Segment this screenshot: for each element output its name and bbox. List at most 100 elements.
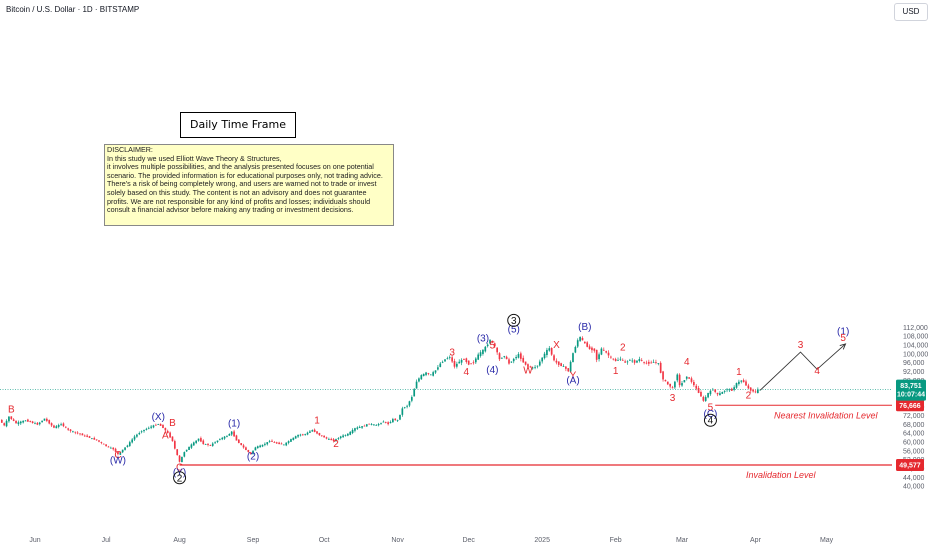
candle-body — [550, 347, 553, 355]
projection-arrowhead — [839, 343, 847, 350]
candle-body — [292, 437, 295, 440]
candle-body — [93, 437, 96, 440]
candle-body — [610, 356, 612, 358]
candle-body — [346, 433, 349, 436]
candle-body — [190, 444, 193, 448]
candle-body — [683, 380, 686, 383]
candle-body — [102, 443, 105, 445]
price-tick-label: 72,000 — [903, 413, 925, 420]
candle-body — [695, 385, 698, 389]
candle-body — [633, 360, 636, 363]
candle-body — [204, 444, 207, 445]
date-tick-label: Sep — [247, 537, 260, 544]
candle-body — [50, 423, 53, 426]
currency-button[interactable]: USD — [894, 3, 928, 21]
candle-body — [747, 385, 750, 389]
wave-label: 3 — [670, 393, 676, 404]
candle-body — [605, 351, 608, 353]
date-tick-label: Dec — [462, 537, 475, 544]
candle-body — [3, 423, 6, 426]
candle-body — [195, 440, 198, 443]
candle-body — [228, 433, 231, 436]
wave-label: 1 — [314, 415, 320, 426]
price-tick-label: 56,000 — [903, 448, 925, 455]
candle-body — [290, 439, 292, 442]
candle-body — [565, 366, 567, 369]
candle-body — [543, 353, 546, 359]
candle-body — [19, 421, 22, 424]
candle-body — [527, 364, 529, 367]
candle-body — [406, 405, 408, 407]
candle-body — [15, 420, 17, 424]
disclaimer-line: In this study we used Elliott Wave Theor… — [107, 153, 282, 163]
candle-body — [733, 387, 735, 390]
candle-body — [524, 361, 527, 365]
candle-body — [681, 383, 683, 386]
candle-body — [128, 442, 131, 446]
candle-body — [619, 358, 622, 360]
candle-body — [664, 379, 667, 382]
candle-body — [711, 389, 714, 391]
candle-body — [460, 359, 463, 363]
candle-body — [169, 432, 171, 438]
wave-label: (2) — [247, 452, 259, 463]
price-tick-label: 92,000 — [903, 369, 925, 376]
candle-body — [512, 358, 515, 362]
time-axis[interactable]: Jun Jul Aug Sep Oct Nov Dec 2025 Feb Mar Apr May — [29, 537, 833, 544]
candle-body — [145, 428, 148, 430]
disclaimer-line: scenario. The provided information is fo… — [107, 170, 383, 180]
candle-body — [12, 419, 15, 421]
candle-body — [105, 444, 107, 447]
wave-label: (3) — [477, 333, 489, 344]
candle-body — [178, 455, 181, 462]
date-tick-label: May — [820, 537, 834, 544]
candle-body — [43, 418, 46, 421]
invalidation-labels: Nearest Invalidation Level Invalidation L… — [746, 410, 879, 480]
candle-body — [448, 357, 451, 359]
candle-body — [491, 340, 494, 343]
candle-body — [287, 441, 290, 443]
candle-body — [301, 434, 304, 436]
candle-body — [185, 449, 188, 452]
candle-body — [721, 392, 724, 394]
candle-body — [690, 378, 693, 382]
candle-body — [636, 360, 638, 363]
candle-body — [55, 426, 58, 429]
candle-body — [501, 357, 503, 359]
candle-body — [377, 424, 380, 426]
candle-body — [425, 372, 427, 375]
candle-body — [474, 358, 477, 363]
wave-label: 2 — [177, 473, 183, 484]
candle-body — [742, 380, 745, 383]
candle-body — [147, 427, 150, 429]
candle-body — [306, 432, 309, 435]
candle-body — [278, 442, 280, 445]
candle-body — [574, 346, 577, 353]
candle-body — [650, 362, 653, 364]
date-tick-label: Jun — [29, 537, 40, 544]
candle-body — [662, 371, 664, 380]
candle-body — [266, 442, 269, 445]
candle-body — [666, 381, 669, 385]
invalidation-price-tag — [896, 399, 924, 412]
candle-body — [249, 452, 252, 454]
price-tick-label: 112,000 — [903, 325, 928, 332]
candle-body — [427, 373, 430, 374]
candle-body — [342, 435, 344, 438]
candle-body — [401, 408, 404, 415]
candle-body — [91, 438, 93, 440]
candle-body — [520, 353, 522, 359]
candle-body — [714, 389, 717, 392]
candle-body — [678, 374, 681, 386]
candle-body — [719, 393, 721, 396]
disclaimer-box: DISCLAIMER: In this study we used Elliot… — [104, 144, 394, 226]
candle-body — [626, 361, 629, 363]
wave-label: 4 — [708, 416, 714, 427]
candle-body — [349, 431, 352, 435]
candle-body — [138, 433, 141, 435]
candle-body — [109, 447, 112, 449]
candle-body — [36, 422, 39, 425]
date-tick-label: Oct — [319, 537, 330, 544]
candle-body — [245, 447, 247, 451]
